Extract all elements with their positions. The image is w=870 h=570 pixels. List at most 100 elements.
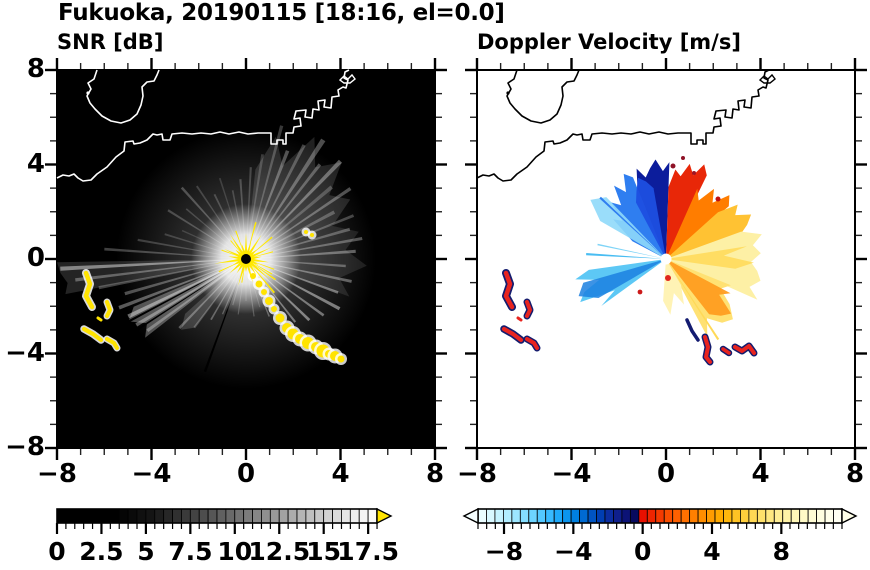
colorbar-cell — [477, 508, 487, 524]
fan — [246, 225, 367, 297]
colorbar-cell — [536, 508, 547, 524]
colorbar-cell — [672, 508, 682, 524]
light-cyan-wisp — [590, 197, 666, 259]
colorbar-cell — [689, 508, 699, 524]
colorbar-cell — [824, 508, 834, 524]
snr-colorbar-label: 0 — [48, 537, 66, 566]
colorbar-cell — [323, 508, 333, 524]
islet-dot — [506, 91, 510, 95]
snr-trail-blob — [337, 355, 345, 363]
colorbar-cell — [367, 508, 378, 524]
islet-dot — [86, 91, 90, 95]
doppler-clutter-echo — [501, 326, 524, 343]
radar-center-dot — [660, 253, 672, 265]
colorbar-cell — [74, 508, 85, 524]
colorbar-cell — [225, 508, 236, 524]
coastline-peninsula — [86, 69, 160, 124]
colorbar-cell — [765, 508, 775, 524]
colorbar-cell — [118, 508, 129, 524]
snr-trail-blob — [304, 230, 308, 234]
doppler-colorbar — [462, 507, 858, 534]
se-orange-core — [666, 259, 732, 316]
y-tick-label: 4 — [26, 148, 45, 179]
doppler-ray — [666, 259, 720, 341]
snr-trail-blob — [310, 233, 314, 237]
south-cream-fan — [663, 259, 684, 315]
colorbar-cell — [216, 508, 227, 524]
colorbar-cell — [655, 508, 665, 524]
colorbar-cell — [553, 508, 564, 524]
snr-saturated-spike — [246, 259, 275, 294]
colorbar-cell — [519, 508, 530, 524]
colorbar-cell — [740, 508, 750, 524]
snr-trail-blob — [275, 313, 285, 323]
colorbar-cell — [706, 508, 716, 524]
snr-colorbar-label: 12.5 — [248, 537, 311, 566]
snr-clutter-echo — [96, 316, 103, 322]
mid-blue-fan — [636, 177, 666, 259]
snr-colorbar-label: 2.5 — [79, 537, 124, 566]
snr-clutter-echo — [105, 337, 119, 350]
colorbar-cell — [56, 508, 67, 524]
colorbar-cell — [145, 508, 156, 524]
snr-x-tick-label: 0 — [236, 459, 256, 489]
colorbar-cell — [243, 508, 253, 524]
colorbar-cell — [101, 508, 111, 524]
snr-x-tick-label: 8 — [425, 459, 445, 489]
radar-center-dot — [241, 254, 251, 264]
snr-x-tick-label: 4 — [331, 459, 350, 489]
snr-colorbar-label: 10 — [217, 537, 253, 566]
colorbar-cell — [189, 508, 200, 524]
snr-trail-blob — [265, 297, 273, 305]
colorbar-cell — [109, 508, 120, 524]
colorbar-arrow-right — [841, 507, 858, 525]
colorbar-cell — [65, 508, 76, 524]
doppler-ray — [586, 253, 666, 259]
snr-trail-blob — [255, 280, 263, 288]
snr-clutter-echo — [83, 270, 95, 310]
colorbar-cell — [127, 508, 138, 524]
doppler-x-tick-label: −8 — [457, 459, 497, 489]
colorbar-cell — [83, 508, 93, 524]
colorbar-cell — [163, 508, 173, 524]
orange-fan — [666, 188, 730, 259]
coastline-peninsula — [506, 69, 580, 124]
colorbar-cell — [562, 508, 572, 524]
snr-colorbar-label: 5 — [137, 537, 155, 566]
colorbar-cell — [528, 508, 538, 524]
snr-colorbar-label: 7.5 — [168, 537, 213, 566]
snr-clutter-echo — [105, 300, 112, 318]
y-tick-label: 8 — [26, 53, 45, 84]
doppler-clutter-echo — [703, 335, 712, 364]
doppler-colorbar-label: 0 — [633, 537, 652, 566]
colorbar-cell — [172, 508, 182, 524]
snr-colorbar — [55, 507, 393, 534]
doppler-plot — [465, 58, 867, 460]
colorbar-cell — [621, 508, 631, 524]
colorbar-cell — [92, 508, 102, 524]
sw-blue-streaks — [578, 259, 666, 298]
doppler-clutter-echo — [685, 318, 700, 342]
colorbar-arrow-left — [462, 507, 479, 525]
colorbar-cell — [756, 508, 767, 524]
amber-fan — [666, 204, 752, 259]
red-fan — [666, 163, 707, 259]
doppler-clutter-echo — [516, 316, 523, 322]
doppler-x-tick-label: 0 — [656, 459, 676, 489]
coastline-island — [758, 73, 776, 84]
colorbar-cell — [332, 508, 342, 524]
colorbar-cell — [723, 508, 733, 524]
colorbar-cell — [502, 508, 513, 524]
doppler-x-tick-label: 8 — [845, 459, 865, 489]
snr-plot — [45, 58, 447, 460]
doppler-speck — [665, 275, 671, 281]
colorbar-cell — [646, 508, 657, 524]
snr-x-tick-label: −4 — [131, 459, 172, 489]
doppler-clutter-echo — [503, 270, 515, 310]
colorbar-cell — [731, 508, 741, 524]
colorbar-cell — [587, 508, 597, 524]
colorbar-arrow-right — [376, 507, 393, 525]
colorbar-cell — [494, 508, 504, 524]
colorbar-cell — [773, 508, 784, 524]
